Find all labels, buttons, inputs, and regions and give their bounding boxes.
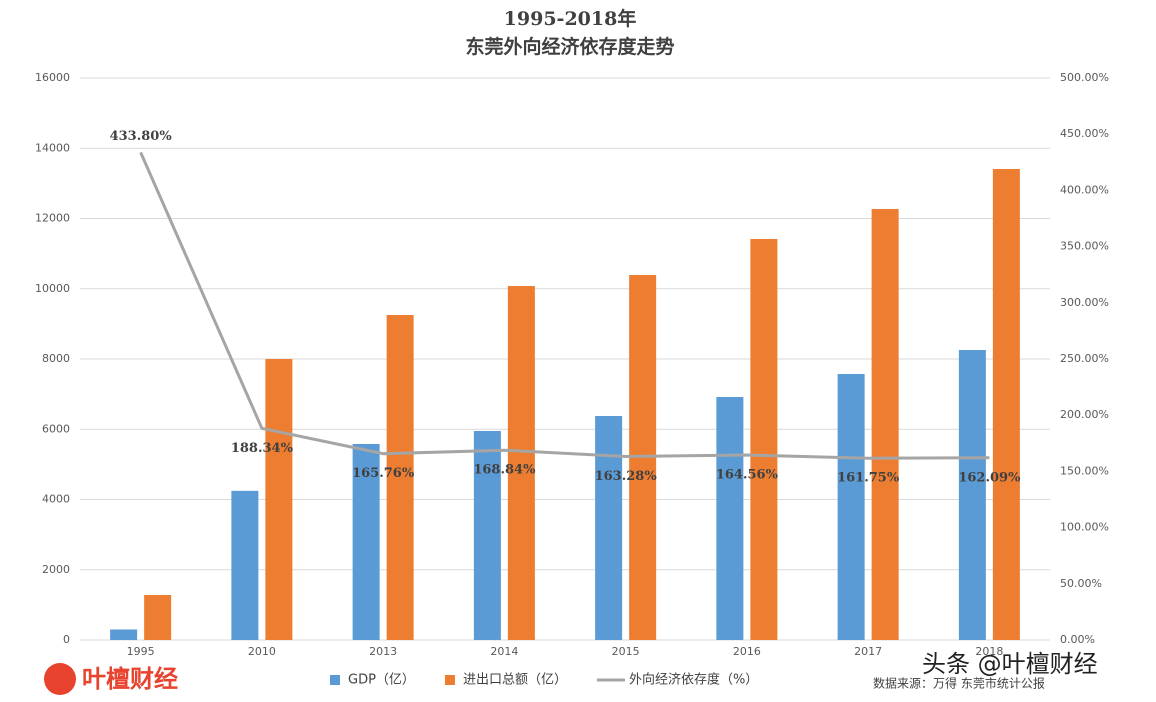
data-label: 161.75% xyxy=(837,471,900,486)
x-tick-label: 2018 xyxy=(975,645,1003,658)
data-label: 165.76% xyxy=(352,466,415,481)
y-tick-label: 4000 xyxy=(42,493,70,506)
y2-tick-label: 250.00% xyxy=(1060,352,1109,365)
logo: 叶檀财经 xyxy=(82,665,178,693)
bar xyxy=(265,359,293,640)
x-tick-label: 2016 xyxy=(733,645,761,658)
legend-label: 外向经济依存度（%） xyxy=(629,672,758,688)
x-tick-label: 2014 xyxy=(490,645,518,658)
y2-tick-label: 0.00% xyxy=(1060,633,1095,646)
y2-tick-label: 300.00% xyxy=(1060,296,1109,309)
x-tick-label: 2010 xyxy=(248,645,276,658)
x-tick-label: 2017 xyxy=(854,645,882,658)
chart-title: 1995-2018年 xyxy=(504,7,637,30)
bar xyxy=(992,169,1020,640)
bar xyxy=(231,490,259,640)
bar xyxy=(110,629,138,640)
y-tick-label: 14000 xyxy=(35,141,70,154)
y2-tick-label: 200.00% xyxy=(1060,408,1109,421)
y2-tick-label: 350.00% xyxy=(1060,240,1109,253)
bar xyxy=(595,416,623,640)
bar xyxy=(386,314,414,640)
source: 数据来源：万得 东莞市统计公报 xyxy=(873,676,1045,691)
bar xyxy=(473,431,501,640)
y-tick-label: 0 xyxy=(63,633,70,646)
legend-label: GDP（亿） xyxy=(348,673,415,688)
bar xyxy=(958,350,986,640)
y2-tick-label: 500.00% xyxy=(1060,71,1109,84)
bar xyxy=(144,595,172,640)
y-tick-label: 2000 xyxy=(42,563,70,576)
data-label: 433.80% xyxy=(110,129,173,144)
x-tick-label: 2013 xyxy=(369,645,397,658)
data-label: 163.28% xyxy=(595,469,658,484)
y2-tick-label: 100.00% xyxy=(1060,521,1109,534)
line xyxy=(139,151,990,460)
y2-tick-label: 150.00% xyxy=(1060,464,1109,477)
x-tick-label: 1995 xyxy=(127,645,155,658)
data-label: 188.34% xyxy=(231,441,294,456)
bar xyxy=(716,397,744,640)
x-tick-label: 2015 xyxy=(612,645,640,658)
y2-tick-label: 450.00% xyxy=(1060,127,1109,140)
data-label: 162.09% xyxy=(958,470,1021,485)
data-label: 168.84% xyxy=(473,463,536,478)
logo-icon xyxy=(44,663,76,695)
bar xyxy=(837,373,865,640)
y-tick-label: 8000 xyxy=(42,352,70,365)
y-tick-label: 6000 xyxy=(42,422,70,435)
legend-swatch xyxy=(444,675,455,685)
y2-tick-label: 400.00% xyxy=(1060,183,1109,196)
watermark: 头条 @叶檀财经 xyxy=(922,650,1098,678)
y-tick-label: 16000 xyxy=(35,71,70,84)
bar xyxy=(871,209,899,641)
bar xyxy=(507,286,535,640)
bar xyxy=(352,444,380,640)
legend-label: 进出口总额（亿） xyxy=(463,673,567,688)
y-tick-label: 10000 xyxy=(35,282,70,295)
chart-subtitle: 东莞外向经济依存度走势 xyxy=(465,35,674,58)
data-label: 164.56% xyxy=(716,468,779,483)
y2-tick-label: 50.00% xyxy=(1060,577,1102,590)
y-tick-label: 12000 xyxy=(35,212,70,225)
bar xyxy=(750,239,778,640)
legend-swatch xyxy=(330,675,340,685)
